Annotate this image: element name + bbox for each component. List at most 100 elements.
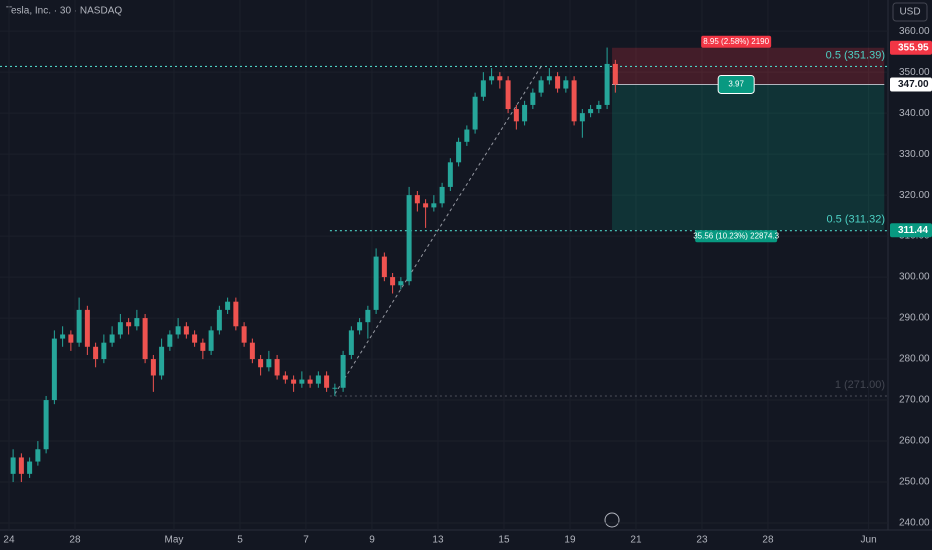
- x-tick-label: 5: [237, 535, 243, 546]
- candle-body: [414, 195, 420, 204]
- candle-body: [150, 359, 156, 376]
- target-zone: [612, 84, 885, 231]
- price-tag: [890, 40, 932, 55]
- candle-body: [588, 109, 594, 114]
- candle-body: [274, 359, 280, 376]
- candle-body: [68, 334, 74, 343]
- candle-body: [18, 457, 24, 474]
- candle-body: [109, 334, 115, 343]
- candle-body: [522, 104, 528, 122]
- candle-body: [307, 379, 313, 384]
- candle-body: [373, 256, 379, 310]
- candle-body: [208, 330, 214, 351]
- candle-body: [117, 322, 123, 335]
- fib-label: 0.5 (311.32): [826, 214, 885, 226]
- target-label-box: [695, 230, 778, 243]
- x-tick-label: Jun: [861, 535, 877, 546]
- candle-body: [563, 80, 569, 89]
- currency-box[interactable]: [892, 2, 928, 22]
- chart-title: Tesla, Inc. · 30 · NASDAQ: [6, 6, 122, 17]
- candle-body: [530, 92, 536, 105]
- candle-body: [84, 309, 90, 347]
- candle-body: [365, 309, 371, 323]
- price-tag-label: 355.95: [898, 42, 929, 53]
- x-tick-label: 15: [498, 535, 510, 546]
- candle-body: [167, 334, 173, 347]
- y-tick-label: 240.00: [899, 518, 930, 529]
- price-tag: [890, 77, 932, 92]
- logo: [604, 512, 620, 528]
- price-tag: [890, 223, 932, 238]
- candle-body: [431, 203, 437, 208]
- candle-body: [258, 359, 264, 368]
- candle-body: [216, 309, 222, 331]
- candle-body: [489, 76, 495, 81]
- candle-body: [357, 322, 363, 331]
- x-tick-label: 21: [630, 535, 642, 546]
- candle-body: [447, 162, 453, 187]
- y-tick-label: 300.00: [899, 272, 930, 283]
- y-tick-label: 330.00: [899, 149, 930, 160]
- target-label: 35.56 (10.23%) 22874.3: [693, 231, 779, 240]
- candle-body: [579, 113, 585, 122]
- y-tick-label: 350.00: [899, 67, 930, 78]
- candle-body: [456, 141, 462, 163]
- x-tick-label: 28: [69, 535, 81, 546]
- candle-body: [464, 129, 470, 142]
- candle-body: [60, 334, 66, 339]
- candle-body: [51, 338, 57, 401]
- candle-body: [249, 342, 255, 360]
- candle-body: [398, 281, 404, 286]
- x-tick-label: 13: [432, 535, 444, 546]
- candle-body: [324, 375, 330, 388]
- candle-body: [571, 80, 577, 122]
- candle-body: [505, 80, 511, 110]
- trend-line: [334, 66, 542, 395]
- currency: USD: [899, 7, 920, 18]
- candle-body: [225, 301, 231, 310]
- y-tick-label: 270.00: [899, 395, 930, 406]
- candle-body: [175, 326, 181, 335]
- candle-body: [555, 76, 561, 89]
- x-tick-label: 23: [696, 535, 708, 546]
- candle-body: [538, 80, 544, 93]
- candle-body: [332, 387, 338, 389]
- candle-body: [315, 375, 321, 384]
- candle-body: [348, 330, 354, 355]
- candle-body: [126, 322, 132, 327]
- y-tick-label: 340.00: [899, 108, 930, 119]
- candle-body: [76, 309, 82, 343]
- x-tick-label: 24: [3, 535, 15, 546]
- candle-body: [10, 457, 16, 474]
- candle-body: [282, 375, 288, 380]
- candle-body: [480, 80, 486, 97]
- candle-body: [183, 326, 189, 335]
- candle-body: [200, 342, 206, 351]
- y-tick-label: 290.00: [899, 313, 930, 324]
- fib-label: 0.5 (351.39): [826, 49, 885, 61]
- candle-body: [423, 203, 429, 208]
- y-tick-label: 360.00: [899, 26, 930, 37]
- candle-body: [340, 354, 346, 388]
- candle-body: [43, 400, 49, 450]
- y-tick-label: 280.00: [899, 354, 930, 365]
- candle-body: [439, 186, 445, 204]
- candle-body: [406, 195, 412, 282]
- candle-body: [381, 256, 387, 278]
- price-tag-label: 311.44: [898, 225, 928, 236]
- candle-body: [472, 96, 478, 130]
- candle-body: [142, 318, 148, 360]
- candle-body: [596, 104, 602, 110]
- y-tick-label: 260.00: [899, 436, 930, 447]
- x-tick-label: 7: [303, 535, 309, 546]
- candle-body: [604, 63, 610, 105]
- price-tag-label: 347.00: [898, 79, 929, 90]
- candle-body: [266, 359, 272, 368]
- candle-body: [390, 277, 396, 286]
- candle-body: [134, 318, 140, 327]
- candle-body: [546, 76, 552, 81]
- ratio-box: [717, 74, 755, 94]
- candle-body: [27, 461, 33, 474]
